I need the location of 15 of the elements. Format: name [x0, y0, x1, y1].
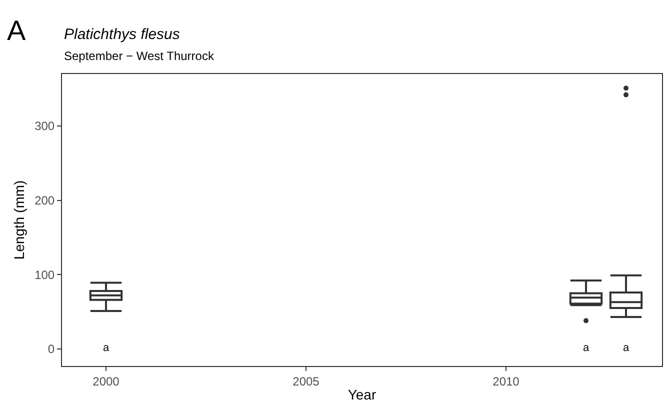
- y-axis-title: Length (mm): [11, 180, 28, 260]
- y-tick-label: 300: [34, 119, 55, 134]
- y-tick-label: 100: [34, 268, 55, 282]
- chart-title: Platichthys flesus: [64, 26, 180, 43]
- y-tick-label: 200: [34, 194, 55, 208]
- x-tick-label: 2000: [92, 374, 120, 388]
- annotation: a: [103, 342, 110, 354]
- annotation: a: [583, 342, 590, 354]
- x-tick-label: 2010: [492, 374, 520, 388]
- chart-subtitle: September − West Thurrock: [64, 49, 215, 63]
- x-tick-label: 2005: [292, 374, 320, 388]
- text: A: [7, 15, 26, 46]
- y-tick-label: 0: [48, 342, 55, 356]
- annotation: a: [623, 342, 630, 354]
- x-axis-title: Year: [348, 386, 376, 403]
